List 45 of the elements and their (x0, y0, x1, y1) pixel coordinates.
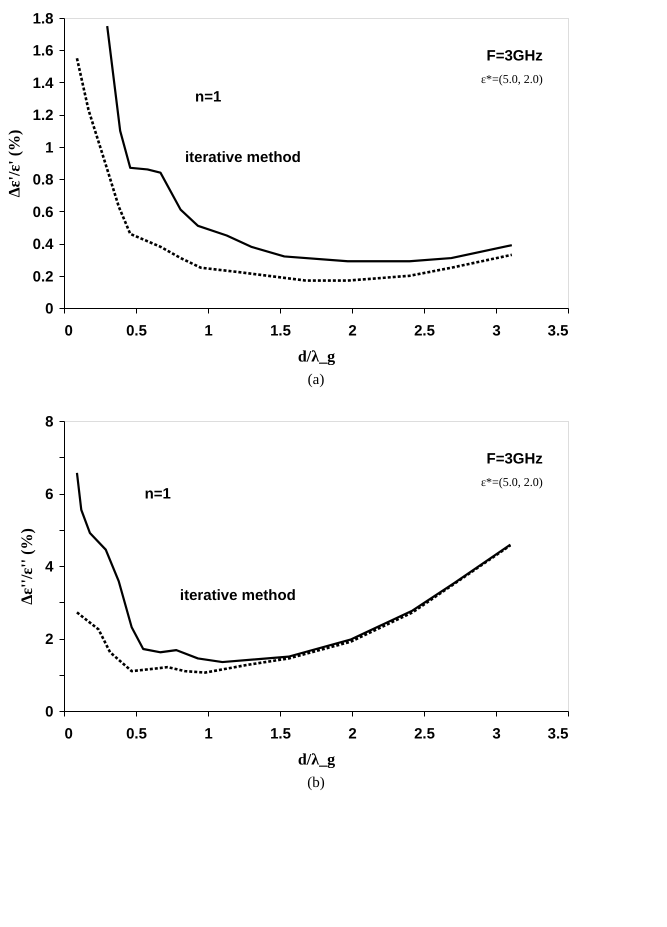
y-tick-label: 2 (45, 631, 54, 648)
y-tick-label: 0.2 (32, 268, 54, 286)
y-axis-title: Δε''/ε'' (%) (19, 528, 36, 605)
x-tick-label: 0 (64, 322, 73, 340)
y-tick-label: 0 (45, 300, 54, 318)
x-tick-label: 0.5 (126, 322, 147, 340)
x-tick-label: 1 (204, 726, 213, 742)
y-tick-label: 1.6 (32, 42, 54, 60)
x-tick-label: 3 (492, 726, 501, 742)
y-axis-title: Δε'/ε' (%) (6, 130, 24, 198)
x-tick-label: 3 (492, 322, 501, 340)
x-tick-label: 2.5 (414, 726, 435, 742)
x-axis-title: d/λ_g (298, 752, 336, 768)
x-tick-label: 1.5 (270, 726, 291, 742)
y-tick-label: 1.2 (32, 107, 54, 124)
annotation: F=3GHz (486, 48, 543, 65)
x-tick-label: 2 (348, 322, 357, 340)
y-tick-label: 1.4 (32, 74, 54, 92)
annotation: ε*=(5.0, 2.0) (480, 72, 543, 86)
annotation: ε*=(5.0, 2.0) (480, 474, 543, 489)
x-tick-label: 0.5 (126, 726, 147, 742)
x-tick-label: 1 (204, 322, 213, 340)
y-tick-label: 1 (45, 139, 54, 156)
y-tick-label: 0.4 (32, 236, 54, 254)
annotation: F=3GHz (486, 450, 543, 468)
x-tick-label: 2.5 (414, 322, 435, 340)
y-tick-label: 4 (45, 558, 54, 576)
y-tick-label: 8 (45, 414, 54, 430)
x-tick-label: 1.5 (270, 322, 291, 340)
x-axis-title: d/λ_g (298, 348, 336, 366)
annotation: n=1 (144, 486, 171, 502)
x-tick-label: 2 (348, 726, 357, 742)
x-tick-label: 3.5 (548, 322, 568, 340)
text: (b) (307, 775, 325, 791)
annotation: n=1 (195, 88, 222, 106)
y-tick-label: 0 (45, 704, 54, 720)
annotation: iterative method (184, 149, 301, 166)
x-tick-label: 3.5 (548, 726, 568, 742)
annotation: iterative method (180, 587, 296, 604)
y-tick-label: 6 (45, 486, 54, 503)
y-tick-label: 0.6 (32, 204, 54, 221)
y-tick-label: 1.8 (32, 10, 54, 28)
x-tick-label: 0 (64, 726, 73, 742)
text: (a) (308, 372, 324, 388)
y-tick-label: 0.8 (32, 172, 54, 189)
